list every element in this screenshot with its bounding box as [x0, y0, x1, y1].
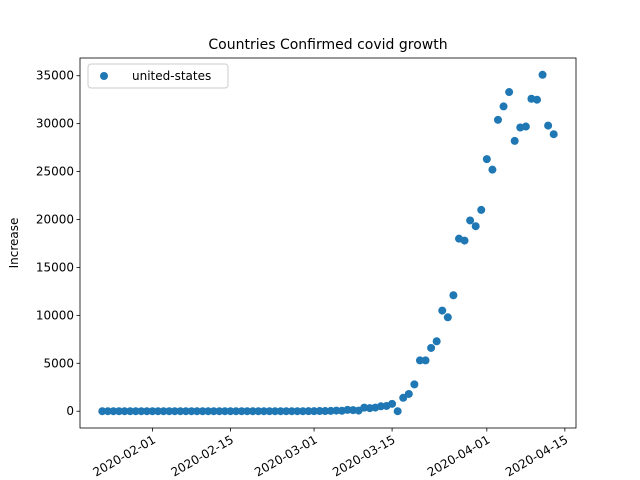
data-point [427, 343, 436, 352]
y-tick-label: 0 [66, 404, 74, 418]
data-point [243, 407, 252, 416]
data-point [282, 407, 291, 416]
data-point [170, 407, 179, 416]
data-point [181, 407, 190, 416]
data-point [137, 407, 146, 416]
data-point [482, 155, 491, 164]
data-point [154, 407, 163, 416]
legend-marker [100, 72, 108, 80]
chart-title: Countries Confirmed covid growth [208, 37, 447, 53]
data-point [271, 407, 280, 416]
data-point [438, 306, 447, 315]
data-point [404, 389, 413, 398]
data-point [532, 95, 541, 104]
data-point [276, 407, 285, 416]
data-point [471, 222, 480, 231]
data-point [142, 407, 151, 416]
data-point [176, 407, 185, 416]
y-tick-label: 35000 [36, 69, 74, 83]
data-point [226, 407, 235, 416]
plot-frame [79, 57, 577, 429]
x-tick-label: 2020-03-01 [252, 432, 319, 479]
data-point [259, 407, 268, 416]
data-point [126, 407, 135, 416]
data-point [521, 122, 530, 131]
data-point [220, 407, 229, 416]
data-point [477, 205, 486, 214]
data-point [321, 407, 330, 416]
y-tick-label: 10000 [36, 308, 74, 322]
data-point [488, 165, 497, 174]
y-tick-label: 20000 [36, 213, 74, 227]
data-point [505, 88, 514, 97]
data-point [410, 380, 419, 389]
data-point [298, 407, 307, 416]
data-point [549, 130, 558, 139]
data-point [198, 407, 207, 416]
data-point [449, 291, 458, 300]
data-point [165, 407, 174, 416]
legend-label: united-states [132, 69, 211, 83]
data-point [209, 407, 218, 416]
data-point [287, 407, 296, 416]
data-point [103, 407, 112, 416]
data-point [499, 102, 508, 111]
data-point [131, 407, 140, 416]
y-tick-label: 25000 [36, 165, 74, 179]
data-point [115, 407, 124, 416]
data-point [232, 407, 241, 416]
data-point [159, 407, 168, 416]
y-axis-label: Increase [7, 218, 21, 269]
x-tick-label: 2020-04-15 [503, 432, 570, 479]
data-point [432, 337, 441, 346]
data-point [193, 407, 202, 416]
data-point [388, 399, 397, 408]
data-point [393, 407, 402, 416]
data-point [98, 407, 107, 416]
data-point [204, 407, 213, 416]
y-tick-label: 15000 [36, 260, 74, 274]
data-point [215, 407, 224, 416]
x-tick-label: 2020-04-01 [425, 432, 492, 479]
x-tick-label: 2020-03-15 [330, 432, 397, 479]
x-tick-label: 2020-02-15 [169, 432, 236, 479]
data-point [493, 115, 502, 124]
data-point [421, 356, 430, 365]
data-point [293, 407, 302, 416]
data-point [304, 407, 313, 416]
x-tick-label: 2020-02-01 [91, 432, 158, 479]
data-point [310, 407, 319, 416]
data-point [510, 136, 519, 145]
y-tick-label: 30000 [36, 117, 74, 131]
data-point [148, 407, 157, 416]
y-tick-label: 5000 [43, 356, 74, 370]
data-point [254, 407, 263, 416]
legend-box [87, 63, 229, 89]
data-point [460, 236, 469, 245]
data-point [443, 313, 452, 322]
data-point [544, 121, 553, 130]
data-point [265, 407, 274, 416]
data-point [120, 407, 129, 416]
data-point [415, 356, 424, 365]
data-point [248, 407, 257, 416]
data-point [109, 407, 118, 416]
data-point [399, 393, 408, 402]
data-point [187, 407, 196, 416]
data-point [538, 70, 547, 79]
data-point [466, 216, 475, 225]
data-point [315, 407, 324, 416]
data-point [237, 407, 246, 416]
